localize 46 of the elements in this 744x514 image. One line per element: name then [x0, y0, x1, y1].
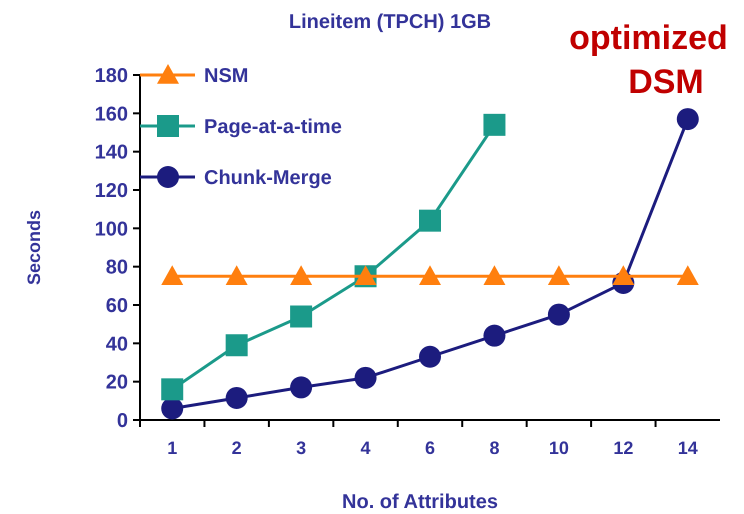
- point: [290, 265, 312, 286]
- y-tick-label: 60: [106, 295, 128, 317]
- annotation: optimized DSM: [569, 19, 728, 102]
- point: [354, 366, 377, 389]
- point: [419, 210, 441, 232]
- x-tick-label: 6: [424, 438, 436, 458]
- y-tick-label: 160: [94, 103, 128, 126]
- y-tick-label: 0: [116, 410, 128, 432]
- x-axis-title: No. of Attributes: [342, 491, 498, 513]
- y-tick-label: 120: [94, 180, 128, 202]
- y-tick-label: 100: [94, 218, 128, 240]
- x-tick-label: 4: [360, 438, 371, 458]
- y-tick-label: 80: [106, 256, 128, 279]
- y-tick-label: 40: [106, 333, 128, 356]
- chart-title: Lineitem (TPCH) 1GB: [288, 11, 492, 33]
- point: [419, 346, 441, 368]
- point: [612, 265, 634, 286]
- y-tick-label: 20: [106, 372, 128, 394]
- x-tick-label: 12: [613, 438, 634, 458]
- point: [676, 108, 699, 130]
- legend-label: Chunk-Merge: [204, 167, 332, 189]
- x-tick-label: 1: [167, 438, 178, 458]
- point: [548, 265, 570, 286]
- point: [161, 265, 184, 286]
- legend-label: Page-at-a-time: [204, 116, 342, 138]
- point: [290, 376, 312, 398]
- legend-label: NSM: [204, 65, 248, 87]
- x-tick-label: 3: [296, 438, 306, 458]
- point: [226, 386, 248, 409]
- point: [483, 324, 506, 347]
- point: [548, 304, 570, 326]
- point: [226, 265, 248, 286]
- y-tick-label: 140: [94, 142, 128, 164]
- point: [483, 265, 506, 286]
- point: [419, 265, 441, 286]
- x-tick-label: 14: [678, 438, 698, 458]
- y-axis-title: Seconds: [24, 210, 44, 286]
- x-tick-label: 8: [489, 438, 500, 458]
- x-tick-label: 2: [232, 438, 242, 458]
- y-tick-label: 180: [94, 65, 128, 87]
- point: [676, 265, 699, 286]
- point: [290, 306, 312, 328]
- point: [483, 114, 506, 136]
- x-tick-label: 10: [548, 438, 569, 458]
- point: [161, 378, 184, 400]
- point: [226, 334, 248, 356]
